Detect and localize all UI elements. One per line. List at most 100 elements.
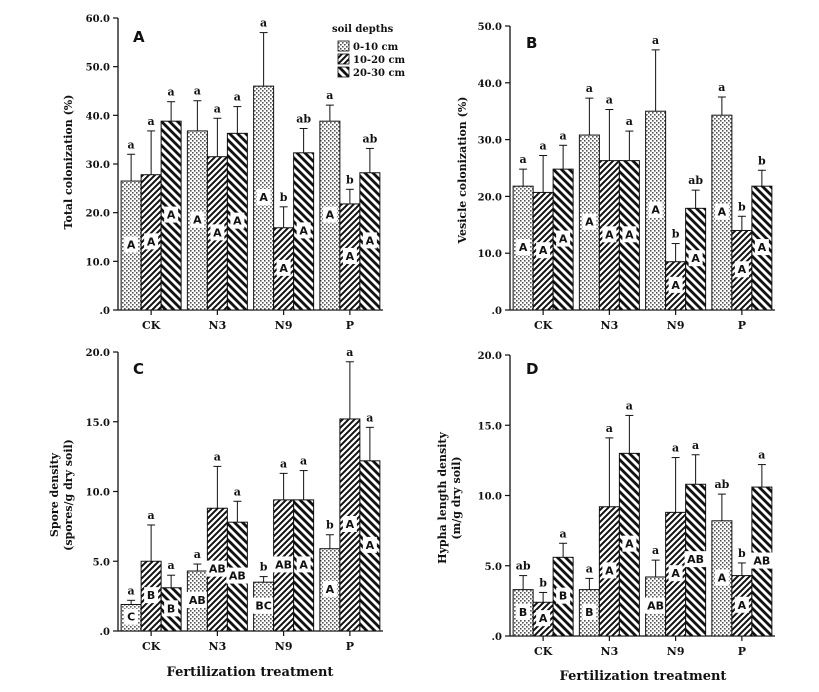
inner-label-bg [164,206,179,223]
inner-label-bg [322,580,337,597]
group-letter: AB [687,553,704,566]
y-tick-label: 5.0 [93,557,110,568]
panel-label: B [526,34,537,52]
significance-letter: a [758,449,765,462]
panel-a-total-colonization: .0 10.0 20.0 30.0 40.0 50.0 60.0 A Total coloniz… [62,14,406,332]
group-letter: A [559,233,568,246]
group-letter: AB [189,594,206,607]
group-letter: A [259,191,268,204]
group-letter: A [346,250,355,263]
significance-letter: a [214,450,221,463]
inner-label-bg [190,211,205,228]
x-tick-label: CK [534,645,553,658]
significance-letter: a [652,34,659,47]
significance-letter: a [672,442,679,455]
x-tick-label: N3 [601,319,619,332]
group-letter: A [738,263,747,276]
panel-label: D [526,360,538,378]
x-tick-label: P [346,640,354,653]
panel-label: A [133,28,145,46]
significance-letter: a [626,399,633,412]
group-letter: AB [753,555,770,568]
y-tick-label: 5.0 [485,562,502,573]
group-letter: A [539,244,548,257]
inner-label-bg [688,250,703,267]
y-tick-label: 15.0 [86,418,110,429]
significance-letter: a [540,140,547,153]
significance-letter: a [128,138,135,151]
significance-letter: a [168,559,175,572]
group-letter: A [299,224,308,237]
x-tick-label: N9 [667,319,685,332]
inner-label-bg [124,236,139,253]
inner-label-bg [668,276,683,293]
y-axis-label-line2: (spores/g dry soil) [62,439,75,551]
significance-letter: a [606,422,613,435]
x-tick-label: N3 [209,319,227,332]
panel-d-hypha-length-density: .0 5.0 10.0 15.0 20.0 D Hypha length density(m… [436,351,775,684]
significance-letter: a [194,548,201,561]
x-tick-label: N9 [275,640,293,653]
significance-letter: a [194,85,201,98]
significance-letter: a [148,509,155,522]
x-tick-label: P [346,319,354,332]
significance-letter: b [738,200,746,213]
y-axis-label-line1: Spore density [48,452,61,537]
significance-letter: a [586,562,593,575]
inner-label-bg [296,556,311,573]
group-letter: A [671,279,680,292]
inner-label-bg [536,610,551,627]
significance-letter: a [626,115,633,128]
y-tick-label: .0 [492,632,502,643]
x-tick-label: P [738,319,746,332]
group-letter: A [651,204,660,217]
significance-letter: ab [516,560,531,573]
group-letter: A [519,241,528,254]
inner-label-bg [516,603,531,620]
significance-letter: a [128,584,135,597]
significance-letter: b [758,154,766,167]
x-tick-label: P [738,645,746,658]
group-letter: A [366,539,375,552]
legend-entry: 10-20 cm [353,55,406,66]
group-letter: B [559,590,567,603]
inner-label-bg [602,226,617,243]
inner-label-bg [714,203,729,220]
panel-b-vesicle-colonization: .0 10.0 20.0 30.0 40.0 50.0 B Vesicle colonizat… [456,22,775,332]
inner-label-bg [272,556,295,573]
x-tick-label: CK [142,319,161,332]
inner-label-bg [734,261,749,278]
significance-letter: b [539,576,547,589]
inner-label-bg [582,213,597,230]
group-letter: A [299,558,308,571]
significance-letter: a [718,81,725,94]
group-letter: A [346,518,355,531]
legend-entry: 20-30 cm [353,68,406,79]
group-letter: A [279,262,288,275]
significance-letter: a [168,86,175,99]
y-tick-label: 40.0 [478,79,502,90]
inner-label-bg [536,242,551,259]
legend-swatch [337,40,350,52]
y-tick-label: 10.0 [478,492,502,503]
inner-label-bg [362,536,377,553]
inner-label-bg [164,600,179,617]
y-tick-label: 10.0 [86,257,110,268]
x-tick-label: N9 [275,319,293,332]
y-tick-label: 50.0 [86,63,110,74]
group-letter: A [691,252,700,265]
y-tick-label: 60.0 [86,14,110,25]
y-tick-label: 20.0 [478,192,502,203]
group-letter: A [718,571,727,584]
inner-label-bg [226,567,249,584]
group-letter: AB [275,558,292,571]
significance-letter: a [234,485,241,498]
significance-letter: b [672,228,680,241]
inner-label-bg [622,226,637,243]
significance-letter: ab [362,132,377,145]
y-axis-label: Spore density(spores/g dry soil) [48,439,75,551]
y-axis-label: Total colonization (%) [62,95,75,230]
x-tick-label: N3 [209,640,227,653]
group-letter: A [625,538,634,551]
